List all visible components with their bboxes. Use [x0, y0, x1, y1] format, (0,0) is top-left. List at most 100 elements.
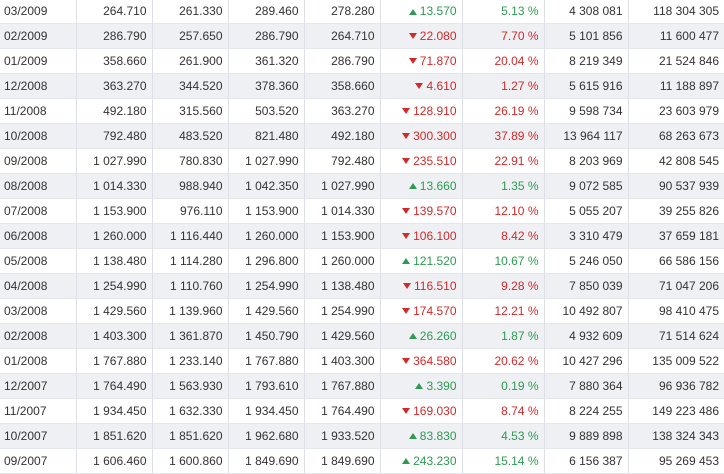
volume-cell-text: 4 308 081 [569, 4, 623, 19]
high-cell: 821.480 [228, 123, 305, 149]
triangle-down-icon [403, 283, 411, 290]
close-cell-text: 1 260.000 [321, 253, 375, 268]
low-cell-text: 1 563.930 [169, 378, 223, 393]
triangle-down-icon [402, 233, 411, 240]
close-cell-text: 358.660 [331, 78, 375, 93]
change-cell-text: 83.830 [419, 428, 457, 443]
close-cell: 1 014.330 [304, 198, 381, 224]
change-percent-cell-text: 7.70 % [501, 28, 539, 43]
table-row: 02/2009 286.790 257.650 286.790 264.710 22.08… [0, 23, 724, 49]
change-percent-cell: 22.91 % [462, 148, 545, 174]
month-cell: 05/2008 [0, 248, 77, 274]
month-cell: 09/2008 [0, 148, 77, 174]
month-cell: 02/2009 [0, 23, 77, 49]
turnover-cell: 138 324 343 [628, 423, 724, 449]
turnover-cell-text: 71 047 206 [658, 278, 719, 293]
turnover-cell: 39 255 826 [628, 198, 724, 224]
low-cell-text: 483.520 [179, 128, 223, 143]
table-row: 01/2009 358.660 261.900 361.320 286.790 71.87… [0, 48, 724, 74]
volume-cell-text: 5 615 916 [569, 78, 623, 93]
change-cell: 3.390 [380, 373, 463, 399]
turnover-cell-text: 39 255 826 [658, 203, 719, 218]
volume-cell: 10 427 296 [544, 348, 629, 374]
change-cell-text: 243.230 [413, 453, 457, 468]
table-row: 11/2008 492.180 315.560 503.520 363.270 128.9… [0, 98, 724, 124]
volume-cell: 8 224 255 [544, 398, 629, 424]
change-cell-text: 116.510 [414, 278, 457, 293]
turnover-cell: 37 659 181 [628, 223, 724, 249]
high-cell-text: 289.460 [255, 4, 299, 19]
change-percent-cell-text: 5.13 % [501, 4, 539, 19]
turnover-cell-text: 96 936 782 [658, 378, 719, 393]
month-cell-text: 02/2008 [4, 328, 48, 343]
open-cell-text: 1 027.990 [93, 153, 147, 168]
open-cell: 1 254.990 [76, 273, 153, 299]
close-cell-text: 1 153.900 [321, 228, 375, 243]
change-percent-cell-text: 1.87 % [501, 328, 539, 343]
open-cell: 1 606.460 [76, 448, 153, 474]
triangle-up-icon [408, 183, 417, 190]
change-percent-cell: 0.19 % [462, 373, 545, 399]
table-row: 09/2008 1 027.990 780.830 1 027.990 792.480 2… [0, 148, 724, 174]
change-cell-text: 235.510 [413, 153, 457, 168]
open-cell-text: 286.790 [103, 28, 147, 43]
close-cell: 792.480 [304, 148, 381, 174]
high-cell: 1 260.000 [228, 223, 305, 249]
change-cell-text: 26.260 [419, 328, 457, 343]
volume-cell: 7 880 364 [544, 373, 629, 399]
open-cell: 1 764.490 [76, 373, 153, 399]
turnover-cell: 11 600 477 [628, 23, 724, 49]
low-cell-text: 1 110.760 [170, 278, 223, 293]
open-cell-text: 1 014.330 [93, 178, 147, 193]
change-percent-cell-text: 12.10 % [494, 203, 539, 218]
change-percent-cell-text: 37.89 % [494, 128, 539, 143]
volume-cell: 10 492 807 [544, 298, 629, 324]
high-cell: 1 042.350 [228, 173, 305, 199]
high-cell: 1 296.800 [228, 248, 305, 274]
volume-cell: 8 203 969 [544, 148, 629, 174]
turnover-cell: 21 524 846 [628, 48, 724, 74]
open-cell: 264.710 [76, 0, 153, 24]
table-row: 06/2008 1 260.000 1 116.440 1 260.000 1 153.… [0, 223, 724, 249]
month-cell: 11/2007 [0, 398, 77, 424]
high-cell: 378.360 [228, 73, 305, 99]
table-row: 09/2007 1 606.460 1 600.860 1 849.690 1 849.… [0, 448, 724, 474]
table-row: 01/2008 1 767.880 1 233.140 1 767.880 1 403.… [0, 348, 724, 374]
month-cell: 04/2008 [0, 273, 77, 299]
table-row: 12/2008 363.270 344.520 378.360 358.660 4.610… [0, 73, 724, 99]
close-cell-text: 492.180 [331, 128, 375, 143]
close-cell-text: 286.790 [331, 53, 375, 68]
open-cell: 363.270 [76, 73, 153, 99]
month-cell-text: 10/2008 [4, 128, 48, 143]
month-cell-text: 01/2008 [4, 353, 48, 368]
high-cell: 1 793.610 [228, 373, 305, 399]
change-cell-text: 22.080 [419, 28, 457, 43]
change-cell: 169.030 [380, 398, 463, 424]
low-cell-text: 1 600.860 [169, 453, 223, 468]
close-cell-text: 1 764.490 [321, 403, 375, 418]
turnover-cell: 149 223 486 [628, 398, 724, 424]
change-cell: 71.870 [380, 48, 463, 74]
close-cell: 264.710 [304, 23, 381, 49]
open-cell-text: 1 934.450 [93, 403, 147, 418]
low-cell: 1 110.760 [152, 273, 229, 299]
change-cell-text: 300.300 [413, 128, 457, 143]
volume-cell-text: 7 880 364 [569, 378, 623, 393]
change-cell: 121.520 [380, 248, 463, 274]
month-cell: 12/2008 [0, 73, 77, 99]
close-cell-text: 1 767.880 [321, 378, 375, 393]
change-cell: 116.510 [380, 273, 463, 299]
month-cell: 03/2008 [0, 298, 77, 324]
high-cell: 503.520 [228, 98, 305, 124]
volume-cell: 3 310 479 [544, 223, 629, 249]
change-percent-cell: 12.21 % [462, 298, 545, 324]
low-cell: 988.940 [152, 173, 229, 199]
turnover-cell: 118 304 305 [628, 0, 724, 24]
month-cell-text: 09/2007 [4, 453, 48, 468]
month-cell: 01/2008 [0, 348, 77, 374]
turnover-cell: 71 047 206 [628, 273, 724, 299]
change-cell: 106.100 [380, 223, 463, 249]
open-cell: 286.790 [76, 23, 153, 49]
turnover-cell: 42 808 545 [628, 148, 724, 174]
triangle-down-icon [402, 108, 411, 115]
